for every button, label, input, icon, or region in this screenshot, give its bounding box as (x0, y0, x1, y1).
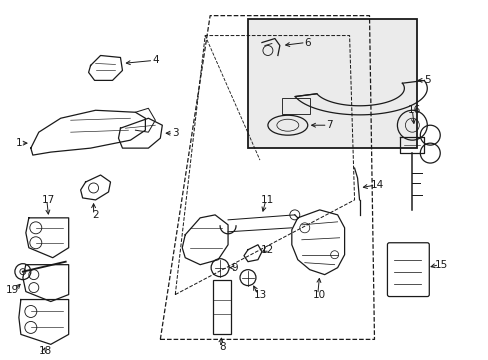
Bar (281, 98, 309, 114)
Bar (213, 280, 230, 334)
Text: 18: 18 (39, 346, 52, 356)
Text: 10: 10 (312, 289, 325, 300)
Text: 19: 19 (6, 284, 20, 294)
Text: 4: 4 (152, 55, 158, 66)
Text: 7: 7 (325, 120, 332, 130)
Text: 17: 17 (42, 195, 55, 205)
Text: 15: 15 (434, 260, 447, 270)
Text: 9: 9 (231, 263, 238, 273)
Text: 13: 13 (253, 289, 266, 300)
Text: 8: 8 (218, 342, 225, 352)
Text: 3: 3 (172, 128, 178, 138)
Bar (247, 19, 416, 148)
Text: 5: 5 (423, 75, 430, 85)
Text: 16: 16 (407, 105, 420, 115)
Text: 14: 14 (370, 180, 384, 190)
Text: 12: 12 (261, 245, 274, 255)
Text: 1: 1 (16, 138, 22, 148)
Text: 11: 11 (261, 195, 274, 205)
Text: 6: 6 (304, 37, 310, 48)
Text: 2: 2 (92, 210, 99, 220)
